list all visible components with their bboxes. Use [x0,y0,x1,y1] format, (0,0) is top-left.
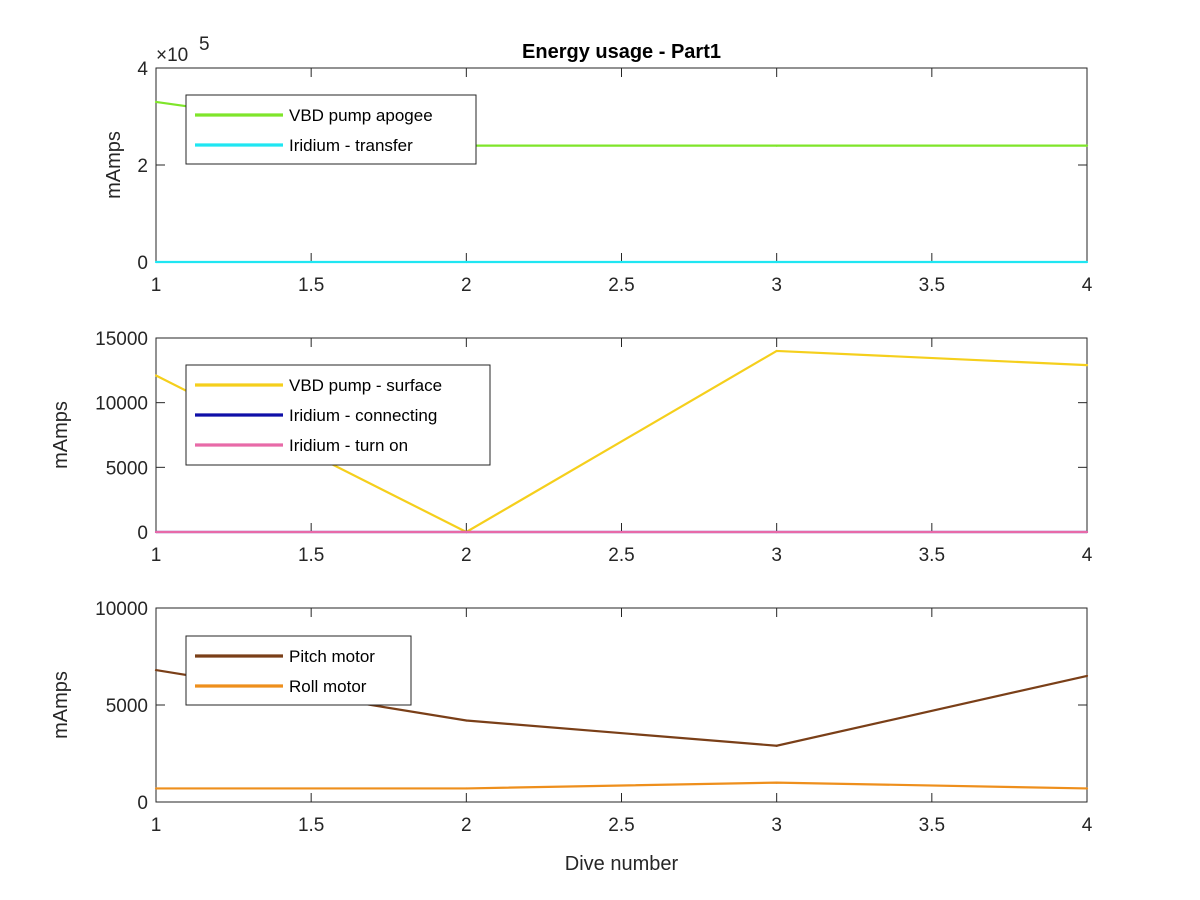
x-tick-label: 2.5 [608,275,634,296]
x-tick-label: 3.5 [919,275,945,296]
chart-title: Energy usage - Part1 [522,41,721,63]
data-point [775,349,778,353]
data-point [1085,144,1089,147]
legend: VBD pump - surface Iridium - connecting Ir… [185,364,491,466]
legend-label: VBD pump apogee [289,106,433,125]
data-point [465,530,468,534]
x-tick-label: 2.5 [608,815,634,836]
y-tick-label: 4 [137,59,148,80]
x-tick-label: 1 [151,545,162,566]
x-axis-label: Dive number [565,853,679,875]
x-tick-label: 3 [771,545,782,566]
data-point [154,530,158,534]
x-tick-label: 3.5 [919,545,945,566]
x-tick-label: 1.5 [298,545,324,566]
y-tick-label: 15000 [95,329,148,350]
y-tick-label: 0 [137,523,148,544]
x-tick-label: 3 [771,815,782,836]
legend-label: Pitch motor [289,647,375,666]
data-point [465,787,468,790]
x-tick-label: 1 [151,275,162,296]
x-tick-label: 4 [1082,545,1093,566]
legend-box [185,94,477,165]
y-tick-label: 2 [137,156,148,177]
legend-box [185,635,412,706]
data-point [1085,787,1089,790]
y-tick-label: 5000 [106,458,148,479]
data-point [154,260,158,264]
y-exponent-label: ×10 [156,45,188,66]
data-point [1085,260,1089,264]
legend-label: Iridium - turn on [289,436,408,455]
x-tick-label: 2 [461,545,472,566]
data-point [154,374,158,377]
y-tick-label: 5000 [106,696,148,717]
x-tick-label: 1.5 [298,815,324,836]
data-point [775,781,778,784]
data-point [465,719,468,722]
y-axis-label: mAmps [50,401,72,469]
data-point [775,260,778,264]
legend-label: Roll motor [289,677,367,696]
data-point [1085,530,1089,534]
y-tick-label: 10000 [95,394,148,415]
legend-label: Iridium - connecting [289,406,437,425]
data-point [775,744,778,747]
legend: VBD pump apogee Iridium - transfer [185,94,477,165]
legend-label: VBD pump - surface [289,376,442,395]
x-tick-label: 4 [1082,275,1093,296]
legend-label: Iridium - transfer [289,136,413,155]
x-tick-label: 1.5 [298,275,324,296]
y-exponent-power: 5 [199,34,210,55]
x-tick-label: 2.5 [608,545,634,566]
chart-panel-1: 1 1.5 2 2.5 3 3.5 4 0 2 4 ×10 5 Energy usage - Part1… [103,34,1093,296]
y-axis-label: mAmps [50,671,72,739]
data-point [1085,364,1089,367]
y-tick-label: 10000 [95,599,148,620]
chart-panel-3: 1 1.5 2 2.5 3 3.5 4 0 5000 10000 mAmps Dive number P… [50,599,1093,875]
data-point [154,100,158,104]
x-tick-label: 1 [151,815,162,836]
x-tick-label: 3.5 [919,815,945,836]
data-point [154,668,158,672]
legend: Pitch motor Roll motor [185,635,412,706]
x-tick-label: 4 [1082,815,1093,836]
data-point [465,260,468,264]
y-tick-label: 0 [137,793,148,814]
x-tick-label: 2 [461,815,472,836]
data-point [154,787,158,790]
y-tick-label: 0 [137,253,148,274]
data-point [1085,674,1089,678]
chart-panel-2: 1 1.5 2 2.5 3 3.5 4 0 5000 10000 15000 mAmps VBD pum… [50,329,1093,566]
x-tick-label: 2 [461,275,472,296]
y-axis-label: mAmps [103,131,125,199]
x-tick-label: 3 [771,275,782,296]
series-line-2 [156,781,1088,790]
data-point [775,530,778,534]
data-point [775,144,778,147]
